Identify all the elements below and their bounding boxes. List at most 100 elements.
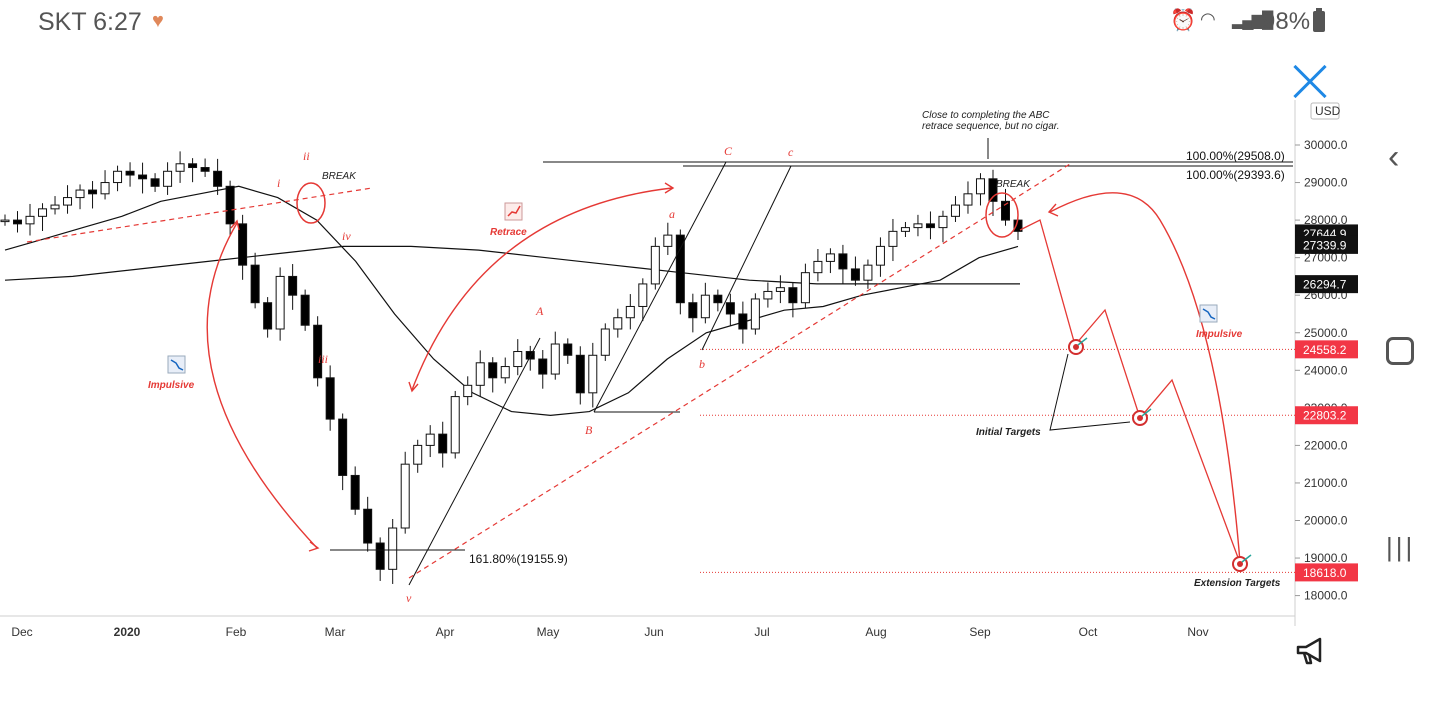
- candle-body: [150, 178, 160, 187]
- x-tick-label: Jun: [644, 625, 663, 639]
- x-tick-label: Apr: [436, 625, 455, 639]
- y-tick-label: 20000.0: [1304, 514, 1348, 528]
- target-icon: [1232, 554, 1252, 572]
- currency-badge[interactable]: USD: [1310, 102, 1341, 120]
- x-tick-label: Oct: [1079, 625, 1098, 639]
- candle-body: [675, 234, 685, 304]
- candle-body: [800, 272, 810, 304]
- candlesticks: [0, 151, 1023, 584]
- candle-body: [363, 508, 373, 544]
- candle-body: [788, 287, 798, 304]
- arrowhead: [664, 182, 675, 194]
- y-tick-label: 25000.0: [1304, 326, 1348, 340]
- trend-line: [408, 337, 541, 586]
- curved-arrow-extension: [1049, 192, 1241, 563]
- candle-body: [175, 163, 185, 172]
- candle-body: [325, 377, 335, 420]
- back-icon[interactable]: ‹: [1388, 138, 1400, 176]
- candle-body: [750, 298, 760, 330]
- price-tag: [1295, 275, 1358, 294]
- candle-body: [350, 474, 360, 510]
- impulsive-icon: [1199, 304, 1218, 323]
- recent-apps-icon[interactable]: |||: [1386, 532, 1416, 562]
- wifi-icon: ◠: [1200, 9, 1216, 29]
- price-axis: 18000.019000.020000.021000.022000.023000…: [1295, 138, 1348, 603]
- price-tag-label: 24558.2: [1303, 343, 1347, 357]
- x-tick-label: 2020: [114, 625, 141, 639]
- x-tick-label: Sep: [969, 625, 991, 639]
- home-icon[interactable]: [1386, 337, 1414, 365]
- wave-label-A: A: [535, 304, 544, 318]
- candle-body: [625, 305, 635, 319]
- retrace-icon: [504, 202, 523, 221]
- candle-body: [638, 283, 648, 307]
- close-icon[interactable]: [1290, 62, 1330, 102]
- candle-body: [413, 444, 423, 465]
- candle-body: [875, 245, 885, 266]
- megaphone-icon[interactable]: [1294, 636, 1328, 668]
- x-tick-label: Dec: [11, 625, 32, 639]
- candle-body: [38, 208, 48, 217]
- price-tag-label: 18618.0: [1303, 566, 1347, 580]
- battery-percent: 98%: [1262, 8, 1311, 35]
- candle-body: [650, 245, 660, 285]
- candle-body: [100, 182, 110, 195]
- y-tick-label: 28000.0: [1304, 213, 1348, 227]
- note-line-2: retrace sequence, but no cigar.: [922, 121, 1060, 132]
- alarm-icon: ⏰: [1170, 9, 1197, 32]
- impulsive-label-left: Impulsive: [148, 380, 195, 391]
- wave-label-iv: iv: [342, 229, 351, 243]
- candle-body: [313, 324, 323, 379]
- candle-body: [863, 264, 873, 281]
- arrowhead: [308, 541, 320, 552]
- candle-body: [338, 418, 348, 476]
- candle-body: [663, 234, 673, 247]
- candle-body: [538, 358, 548, 375]
- carrier-time: SKT 6:27: [38, 8, 142, 36]
- candle-body: [888, 230, 898, 247]
- candle-body: [950, 204, 960, 217]
- price-tag-label: 26294.7: [1303, 278, 1347, 292]
- price-chart[interactable]: Dec 2020 Feb Mar Apr May Jun Jul Aug Sep Oct Nov 18…: [0, 100, 1370, 660]
- moving-average-line: [4, 185, 1019, 417]
- arrowhead: [408, 381, 419, 393]
- time-axis: Dec 2020 Feb Mar Apr May Jun Jul Aug Sep Oct Nov: [11, 625, 1208, 639]
- candle-body: [763, 290, 773, 300]
- price-tag-label: 27339.9: [1303, 238, 1347, 252]
- candle-body: [288, 275, 298, 296]
- wave-label-B: B: [585, 423, 593, 437]
- candle-body: [938, 215, 948, 229]
- candle-body: [925, 223, 935, 229]
- x-tick-label: Feb: [226, 625, 247, 639]
- wave-label-c: c: [788, 145, 794, 159]
- break-label-2: BREAK: [996, 179, 1031, 190]
- candle-body: [213, 170, 223, 187]
- candle-body: [250, 264, 260, 304]
- candle-body: [513, 351, 523, 368]
- wave-label-C: C: [724, 144, 733, 158]
- x-tick-label: Nov: [1187, 625, 1208, 639]
- candle-body: [463, 384, 473, 398]
- targets-pointer: [1049, 353, 1131, 431]
- signal-icon: ▂▄▆█: [1232, 12, 1273, 29]
- y-tick-label: 27000.0: [1304, 251, 1348, 265]
- candle-body: [450, 396, 460, 454]
- candle-body: [275, 275, 285, 330]
- wave-label-v: v: [406, 591, 412, 605]
- price-tag: [1295, 406, 1358, 425]
- fib-label-1: 100.00%(29508.0): [1186, 149, 1285, 163]
- candle-body: [0, 219, 10, 223]
- candle-body: [913, 223, 923, 229]
- moving-averages: [4, 185, 1020, 417]
- wave-label-a: a: [669, 207, 675, 221]
- price-tag-label: 22803.2: [1303, 409, 1347, 423]
- candle-body: [138, 174, 148, 180]
- x-tick-label: May: [537, 625, 560, 639]
- x-tick-label: Mar: [325, 625, 346, 639]
- target-icon: [1132, 408, 1152, 426]
- candle-body: [50, 204, 60, 210]
- candle-body: [400, 463, 410, 529]
- battery-icon: [1313, 8, 1325, 32]
- wave-label-iii: iii: [318, 352, 328, 366]
- candle-body: [113, 170, 123, 184]
